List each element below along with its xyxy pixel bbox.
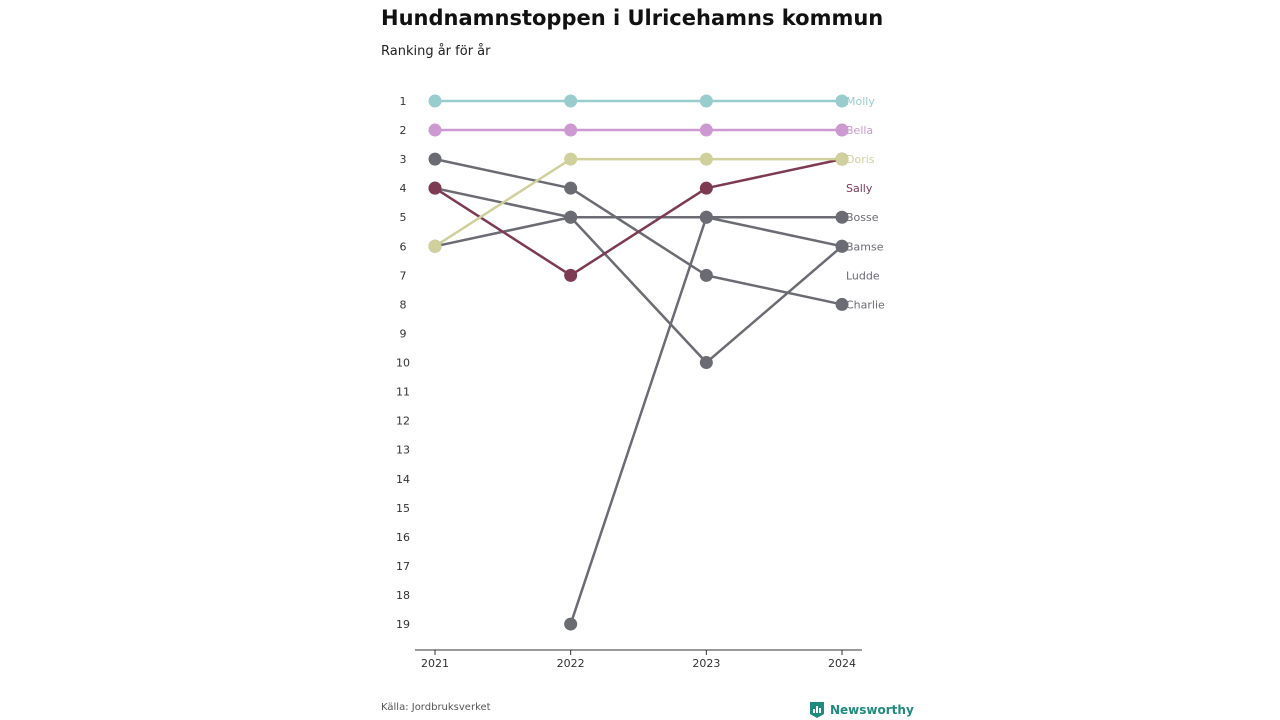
y-tick-label: 17 — [396, 560, 410, 573]
chart-title: Hundnamnstoppen i Ulricehamns kommun — [381, 6, 884, 30]
data-point-bamse — [564, 210, 578, 224]
data-point-molly — [428, 94, 442, 108]
series-end-labels: Molly Bella Doris Sally Bosse Bamse Ludde Charl… — [846, 95, 885, 311]
series-points — [428, 94, 849, 631]
y-tick-label: 18 — [396, 589, 410, 602]
x-axis: 2021 2022 2023 2024 — [415, 649, 862, 670]
data-point-bella — [428, 123, 442, 137]
series-line-ludde — [434, 186, 843, 364]
series-line-doris — [434, 157, 843, 248]
data-point-doris — [835, 152, 849, 166]
data-point-bella — [699, 123, 713, 137]
newsworthy-logo-icon — [810, 702, 824, 718]
y-tick-label: 6 — [400, 240, 407, 253]
y-tick-label: 2 — [400, 124, 407, 137]
y-tick-label: 12 — [396, 415, 410, 428]
data-point-charlie — [835, 297, 849, 311]
data-point-bella — [564, 123, 578, 137]
data-point-sally — [564, 268, 578, 282]
data-point-molly — [835, 94, 849, 108]
y-tick-label: 10 — [396, 357, 410, 370]
x-tick-label: 2024 — [828, 657, 856, 670]
data-point-bosse — [835, 210, 849, 224]
x-tick-label: 2023 — [692, 657, 720, 670]
end-label-ludde: Ludde — [846, 269, 880, 282]
data-point-doris — [428, 239, 442, 253]
series-lines — [434, 99, 843, 625]
data-point-ludde — [699, 356, 713, 370]
data-point-sally — [428, 181, 442, 195]
end-label-charlie: Charlie — [846, 298, 885, 311]
end-label-doris: Doris — [846, 153, 875, 166]
y-tick-label: 8 — [400, 298, 407, 311]
data-point-bosse — [699, 210, 713, 224]
chart-subtitle: Ranking år för år — [381, 44, 491, 59]
x-tick-label: 2021 — [421, 657, 449, 670]
series-line-sally — [434, 157, 843, 277]
y-tick-label: 9 — [400, 327, 407, 340]
y-tick-label: 13 — [396, 444, 410, 457]
end-label-bella: Bella — [846, 124, 873, 137]
data-point-molly — [699, 94, 713, 108]
end-label-molly: Molly — [846, 95, 875, 108]
brand-logo: Newsworthy — [809, 701, 914, 719]
y-tick-label: 11 — [396, 386, 410, 399]
y-tick-label: 7 — [400, 269, 407, 282]
y-tick-label: 3 — [400, 153, 407, 166]
y-tick-label: 4 — [400, 182, 407, 195]
source-note: Källa: Jordbruksverket — [381, 702, 491, 713]
data-point-charlie — [699, 268, 713, 282]
y-tick-label: 19 — [396, 618, 410, 631]
data-point-bosse — [564, 617, 578, 631]
y-tick-label: 14 — [396, 473, 410, 486]
y-tick-label: 16 — [396, 531, 410, 544]
y-tick-label: 5 — [400, 211, 407, 224]
data-point-doris — [699, 152, 713, 166]
brand-name: Newsworthy — [830, 703, 914, 717]
data-point-molly — [564, 94, 578, 108]
data-point-charlie — [428, 152, 442, 166]
data-point-sally — [699, 181, 713, 195]
data-point-bella — [835, 123, 849, 137]
end-label-sally: Sally — [846, 182, 873, 195]
end-label-bosse: Bosse — [846, 211, 879, 224]
data-point-doris — [564, 152, 578, 166]
data-point-charlie — [564, 181, 578, 195]
end-label-bamse: Bamse — [846, 240, 884, 253]
y-tick-label: 15 — [396, 502, 410, 515]
data-point-bamse — [835, 239, 849, 253]
x-tick-label: 2022 — [557, 657, 585, 670]
y-tick-label: 1 — [400, 95, 407, 108]
